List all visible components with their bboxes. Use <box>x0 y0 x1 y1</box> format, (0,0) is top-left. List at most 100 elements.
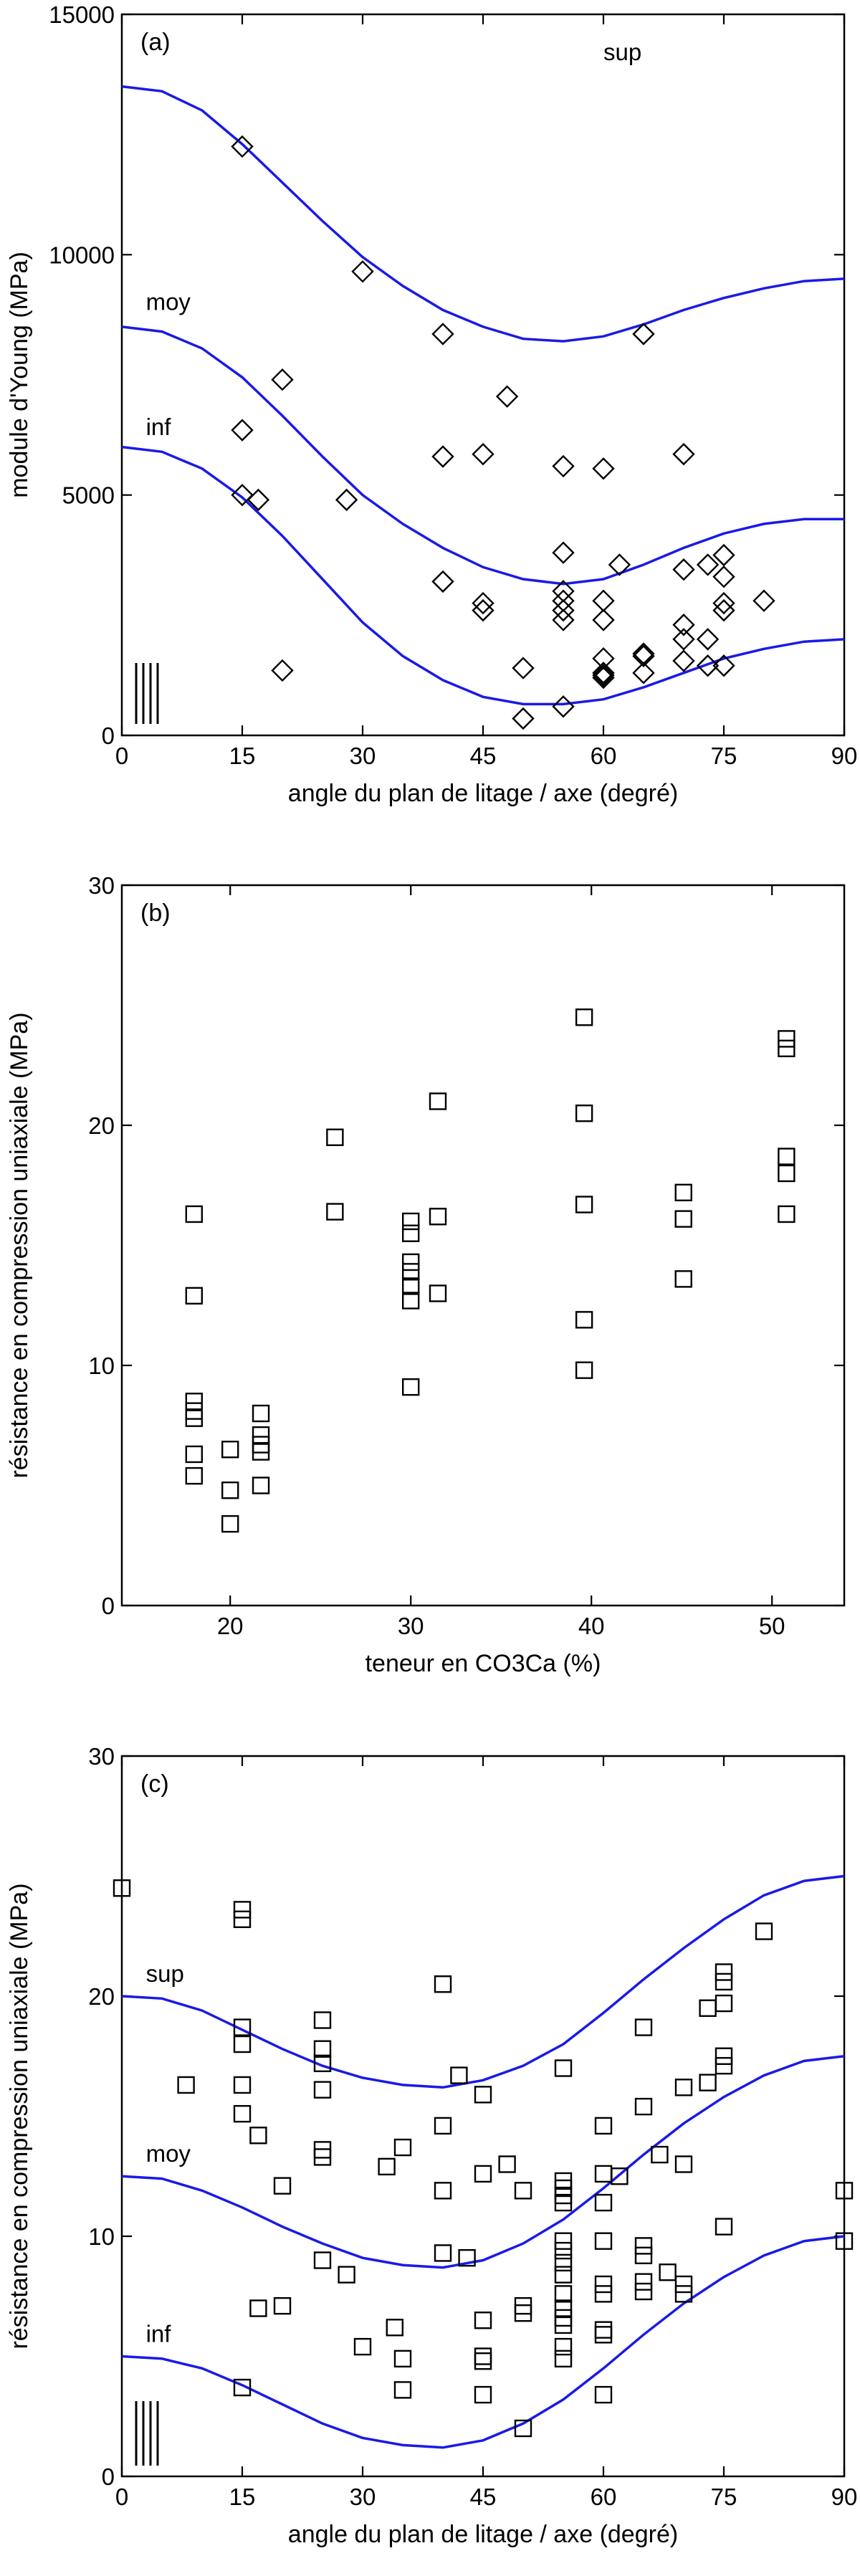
data-point <box>326 1203 344 1221</box>
data-point <box>715 2056 733 2075</box>
data-point <box>554 2316 573 2334</box>
x-tick-label: 75 <box>711 743 737 769</box>
x-tick-label: 15 <box>229 2484 256 2510</box>
data-point <box>752 589 775 612</box>
x-tick-label: 90 <box>831 743 858 769</box>
data-point <box>835 2232 854 2250</box>
data-point <box>592 609 615 631</box>
data-point <box>696 654 720 677</box>
data-point <box>431 323 454 345</box>
data-point <box>712 565 735 588</box>
data-point <box>472 442 494 466</box>
data-point <box>651 2145 669 2164</box>
data-point <box>634 2246 653 2265</box>
data-point <box>351 260 374 283</box>
data-point <box>778 1164 796 1183</box>
data-point <box>594 2117 613 2135</box>
data-point <box>674 1183 692 1202</box>
data-point <box>672 442 695 466</box>
y-tick-label: 0 <box>102 1593 115 1619</box>
data-point <box>221 1481 239 1499</box>
x-tick-label: 45 <box>470 743 497 769</box>
data-point <box>495 385 519 408</box>
curve-moy <box>121 2055 845 2269</box>
data-point <box>185 1445 203 1464</box>
curve-label-sup: sup <box>603 39 641 65</box>
data-point <box>231 135 254 158</box>
data-point <box>273 2296 292 2315</box>
data-point <box>632 323 655 345</box>
data-point <box>552 695 575 718</box>
data-point <box>313 2054 332 2073</box>
data-point <box>594 2326 613 2344</box>
panel-c: 0 15 30 45 60 75 90 0 10 20 30 angle du plan de lit… <box>6 1743 857 2548</box>
data-point <box>233 2104 252 2123</box>
data-point <box>249 2299 267 2317</box>
data-point <box>575 1105 593 1122</box>
data-point <box>554 2253 573 2272</box>
data-point <box>632 644 655 668</box>
data-point <box>594 2193 613 2212</box>
data-point <box>674 2275 693 2294</box>
data-point <box>592 662 615 684</box>
plot-frame <box>120 884 846 1607</box>
data-point <box>554 2059 573 2077</box>
data-point <box>458 2248 476 2267</box>
x-axis-label: teneur en CO3Ca (%) <box>366 1650 601 1677</box>
data-point <box>712 543 735 567</box>
data-point <box>472 591 494 615</box>
data-point <box>554 2266 573 2284</box>
x-axis-label: angle du plan de litage / axe (degré) <box>288 780 678 807</box>
data-point <box>402 1263 420 1281</box>
data-point <box>554 2232 573 2250</box>
data-point <box>778 1030 796 1048</box>
data-point <box>512 707 535 730</box>
y-tick-label: 10000 <box>49 242 115 268</box>
data-point <box>313 2251 332 2269</box>
data-point <box>592 666 615 690</box>
data-point <box>674 1210 692 1228</box>
data-point <box>715 1994 733 2013</box>
curve-label-moy: moy <box>146 289 191 315</box>
data-point <box>434 1975 452 1993</box>
data-point <box>634 2237 653 2255</box>
x-tick-label: 75 <box>711 2484 737 2510</box>
data-point <box>233 2076 252 2094</box>
data-point <box>778 1205 796 1223</box>
panel-a: 0 15 30 45 60 75 90 0 5000 10000 15000 angle du pla… <box>6 1 858 807</box>
data-point <box>674 2155 693 2173</box>
panel-label: (c) <box>140 1770 169 1798</box>
data-point <box>552 454 575 478</box>
data-point <box>575 1008 593 1026</box>
data-point <box>554 2193 573 2212</box>
data-point <box>231 419 254 442</box>
curve-label-inf: inf <box>146 2320 172 2347</box>
data-point <box>402 1224 420 1242</box>
x-tick-label: 60 <box>591 2484 617 2510</box>
data-point <box>326 1128 344 1146</box>
data-point <box>674 2079 693 2096</box>
curve-label-moy: moy <box>146 2140 191 2167</box>
data-point <box>221 1441 239 1459</box>
data-point <box>672 558 695 581</box>
data-point <box>353 2337 372 2356</box>
y-tick-label: 20 <box>88 1112 115 1139</box>
data-point <box>699 1999 717 2017</box>
data-point <box>402 1277 420 1295</box>
data-point <box>514 2182 532 2200</box>
data-point <box>434 2117 452 2135</box>
data-point <box>575 1311 593 1329</box>
data-point <box>712 598 735 622</box>
curve-sup <box>121 85 845 343</box>
data-point <box>429 1208 447 1226</box>
data-point <box>252 1443 270 1461</box>
data-point <box>715 1963 733 1981</box>
y-tick-label: 0 <box>102 2463 115 2490</box>
data-point <box>402 1253 420 1272</box>
y-tick-label: 20 <box>88 1983 115 2010</box>
data-point <box>514 2304 532 2322</box>
data-point <box>247 488 270 512</box>
data-point <box>554 2337 573 2356</box>
plot-frame <box>120 13 846 737</box>
